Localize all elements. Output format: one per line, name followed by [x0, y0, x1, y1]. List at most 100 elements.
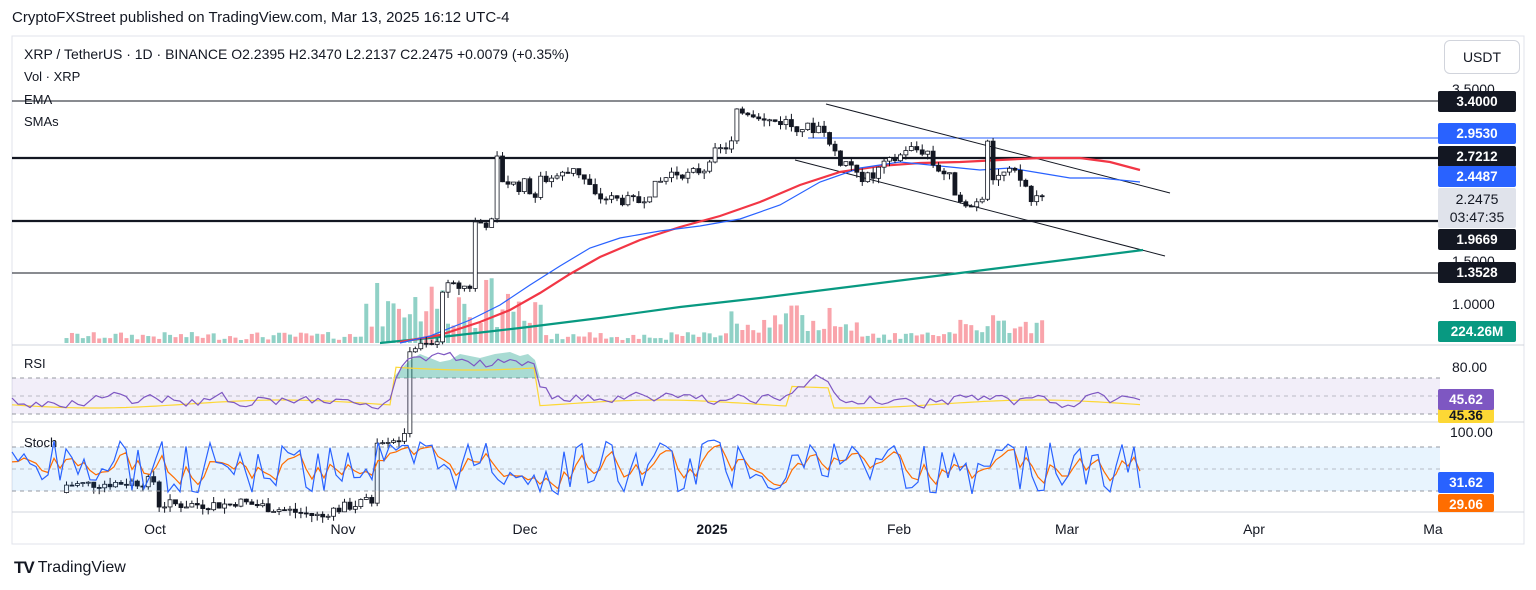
candle-body[interactable]: [478, 221, 484, 224]
candle-body[interactable]: [380, 442, 386, 445]
candle-body[interactable]: [843, 161, 849, 166]
candle-body[interactable]: [778, 121, 783, 126]
candle-body[interactable]: [205, 508, 211, 511]
candle-body[interactable]: [707, 161, 713, 172]
candle-body[interactable]: [887, 157, 892, 162]
candle-body[interactable]: [712, 147, 718, 163]
candle-body[interactable]: [243, 498, 249, 503]
candle-body[interactable]: [293, 508, 298, 513]
candle-body[interactable]: [282, 509, 287, 512]
price-pane[interactable]: [12, 100, 1440, 523]
candle-body[interactable]: [233, 504, 238, 507]
candle-body[interactable]: [772, 119, 778, 122]
candle-body[interactable]: [865, 172, 871, 183]
candle-body[interactable]: [554, 175, 560, 179]
candle-body[interactable]: [592, 184, 598, 195]
candle-body[interactable]: [985, 140, 991, 200]
candle-body[interactable]: [669, 171, 674, 179]
candle-body[interactable]: [69, 484, 75, 487]
candle-body[interactable]: [363, 497, 369, 500]
candle-body[interactable]: [576, 168, 582, 176]
candle-body[interactable]: [314, 513, 320, 516]
candle-body[interactable]: [467, 285, 473, 289]
candle-body[interactable]: [947, 172, 952, 175]
candle-body[interactable]: [538, 175, 544, 198]
candle-body[interactable]: [859, 171, 865, 183]
candle-body[interactable]: [396, 440, 402, 443]
candle-body[interactable]: [565, 171, 571, 174]
candle-body[interactable]: [679, 174, 685, 179]
candle-body[interactable]: [113, 482, 118, 488]
candle-body[interactable]: [64, 484, 69, 493]
candle-body[interactable]: [908, 146, 914, 151]
candle-body[interactable]: [194, 503, 200, 506]
candle-body[interactable]: [1012, 167, 1018, 171]
candle-body[interactable]: [587, 178, 593, 185]
candle-body[interactable]: [783, 119, 789, 126]
candle-body[interactable]: [532, 193, 538, 198]
candle-body[interactable]: [200, 504, 206, 509]
candle-body[interactable]: [412, 348, 418, 353]
candle-body[interactable]: [298, 512, 304, 514]
candle-body[interactable]: [331, 507, 336, 517]
candle-body[interactable]: [260, 503, 266, 507]
candle-body[interactable]: [941, 170, 947, 175]
candle-body[interactable]: [451, 282, 456, 285]
candle-body[interactable]: [892, 157, 898, 162]
candle-body[interactable]: [979, 198, 985, 203]
candle-body[interactable]: [729, 140, 734, 150]
candle-body[interactable]: [347, 501, 353, 510]
candle-body[interactable]: [990, 140, 996, 181]
candle-body[interactable]: [489, 218, 495, 228]
candle-body[interactable]: [102, 483, 108, 489]
candle-body[interactable]: [876, 166, 882, 179]
candle-body[interactable]: [560, 171, 565, 177]
candle-body[interactable]: [162, 506, 168, 509]
candle-body[interactable]: [211, 502, 217, 511]
candle-body[interactable]: [838, 150, 843, 166]
candle-body[interactable]: [184, 506, 189, 509]
candle-body[interactable]: [124, 483, 129, 486]
candle-body[interactable]: [80, 482, 86, 484]
candle-body[interactable]: [527, 178, 533, 195]
candle-body[interactable]: [996, 174, 1001, 181]
candle-body[interactable]: [1001, 171, 1007, 176]
candle-body[interactable]: [75, 483, 80, 486]
candle-body[interactable]: [739, 108, 745, 114]
candle-body[interactable]: [609, 195, 614, 200]
candle-body[interactable]: [151, 476, 157, 483]
candle-body[interactable]: [276, 509, 282, 512]
tradingview-footer[interactable]: TV TradingView: [14, 558, 126, 578]
candle-body[interactable]: [581, 174, 587, 180]
candle-body[interactable]: [189, 503, 195, 508]
candle-body[interactable]: [167, 499, 173, 508]
candle-body[interactable]: [85, 481, 91, 484]
candle-body[interactable]: [500, 155, 505, 183]
candle-body[interactable]: [511, 181, 516, 185]
candle-body[interactable]: [827, 132, 832, 145]
candle-body[interactable]: [625, 195, 631, 206]
candle-body[interactable]: [663, 177, 669, 182]
candle-body[interactable]: [647, 196, 653, 203]
candle-body[interactable]: [816, 125, 822, 134]
candle-body[interactable]: [238, 498, 244, 507]
candle-body[interactable]: [374, 442, 380, 504]
candle-body[interactable]: [821, 125, 827, 133]
candle-body[interactable]: [342, 501, 347, 513]
candle-body[interactable]: [723, 147, 729, 150]
candle-body[interactable]: [854, 164, 860, 173]
candle-body[interactable]: [936, 164, 941, 172]
candle-body[interactable]: [1023, 179, 1029, 187]
candle-body[interactable]: [254, 504, 260, 507]
sma-legend[interactable]: SMAs: [24, 114, 59, 129]
candle-body[interactable]: [249, 501, 255, 505]
candle-body[interactable]: [630, 195, 636, 198]
candle-body[interactable]: [701, 170, 707, 174]
candle-body[interactable]: [107, 483, 113, 488]
candle-body[interactable]: [407, 351, 413, 434]
candle-body[interactable]: [805, 122, 811, 130]
candle-body[interactable]: [898, 154, 903, 162]
stoch-legend[interactable]: Stoch: [24, 435, 57, 450]
candle-body[interactable]: [91, 481, 97, 488]
symbol-legend[interactable]: XRP / TetherUS · 1D · BINANCE O2.2395 H2…: [24, 46, 569, 62]
